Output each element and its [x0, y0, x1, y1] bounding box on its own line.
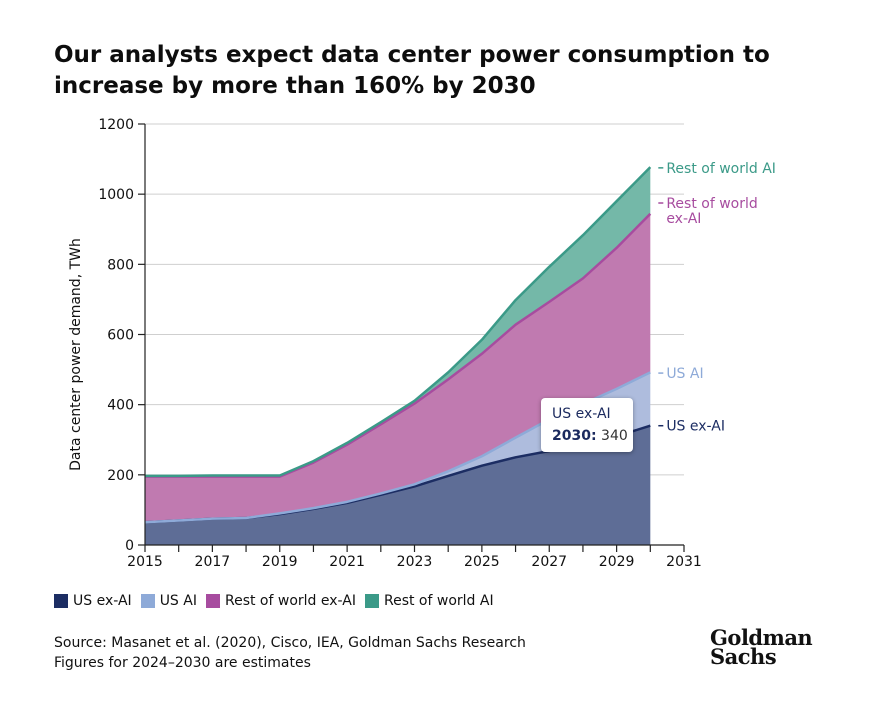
x-tick-label-2027: 2027 — [531, 554, 567, 570]
legend-item-us-ai[interactable]: US AI — [140, 593, 197, 609]
y-tick-label-0: 0 — [125, 538, 134, 554]
end-label-rest-of-world-ex-ai: Rest of world — [666, 196, 757, 212]
x-tick-label-2017: 2017 — [195, 554, 231, 570]
estimates-note: Figures for 2024–2030 are estimates — [54, 655, 311, 671]
x-tick-label-2025: 2025 — [464, 554, 500, 570]
tooltip-value: 340 — [601, 428, 628, 444]
y-axis-title: Data center power demand, TWh — [68, 238, 84, 471]
end-label-rest-of-world-ai: Rest of world AI — [666, 161, 776, 177]
y-tick-label-1000: 1000 — [98, 187, 134, 203]
y-tick-label-800: 800 — [107, 257, 134, 273]
legend-swatch-us-ex-ai — [54, 594, 68, 608]
y-tick-label-600: 600 — [107, 328, 134, 344]
end-label-us-ex-ai: US ex-AI — [666, 419, 725, 435]
legend-label-us-ai: US AI — [159, 593, 197, 609]
legend-label-rest-of-world-ex-ai: Rest of world ex-AI — [224, 593, 356, 609]
y-tick-label-1200: 1200 — [98, 117, 134, 133]
logo-line-1: Goldman — [710, 625, 813, 650]
source-note: Source: Masanet et al. (2020), Cisco, IE… — [54, 633, 526, 673]
logo-line-2: Sachs — [710, 644, 777, 669]
end-label-rest-of-world-ex-ai-1: ex-AI — [666, 211, 701, 227]
x-tick-label-2019: 2019 — [262, 554, 298, 570]
legend-label-rest-of-world-ai: Rest of world AI — [383, 593, 494, 609]
legend-item-rest-of-world-ai[interactable]: Rest of world AI — [364, 593, 494, 609]
y-tick-label-400: 400 — [107, 398, 134, 414]
data-tooltip: US ex-AI 2030: 340 — [541, 398, 633, 452]
line-rest-of-world-ai — [145, 166, 652, 478]
x-tick-label-2015: 2015 — [127, 554, 163, 570]
end-label-us-ai: US AI — [666, 366, 703, 382]
legend: US ex-AI US AI Rest of world ex-AI Rest … — [54, 593, 503, 609]
legend-swatch-rest-of-world-ai — [364, 594, 379, 608]
area-rest-of-world-ex-ai — [145, 213, 651, 523]
tooltip-year: 2030: — [552, 428, 597, 444]
x-tick-label-2021: 2021 — [329, 554, 365, 570]
goldman-sachs-logo: Goldman Sachs — [710, 625, 813, 669]
legend-item-us-ex-ai[interactable]: US ex-AI — [54, 593, 132, 609]
x-tick-label-2023: 2023 — [397, 554, 433, 570]
x-tick-label-2029: 2029 — [599, 554, 635, 570]
source-line: Source: Masanet et al. (2020), Cisco, IE… — [54, 635, 526, 651]
legend-swatch-rest-of-world-ex-ai — [205, 594, 220, 608]
chart-title: Our analysts expect data center power co… — [54, 42, 770, 99]
tooltip-series: US ex-AI — [552, 406, 611, 422]
legend-swatch-us-ai — [140, 594, 155, 608]
legend-label-us-ex-ai: US ex-AI — [73, 593, 132, 609]
x-tick-label-2031: 2031 — [666, 554, 702, 570]
legend-item-rest-of-world-ex-ai[interactable]: Rest of world ex-AI — [205, 593, 356, 609]
y-tick-label-200: 200 — [107, 468, 134, 484]
tooltip-value-line: 2030: 340 — [552, 428, 628, 444]
